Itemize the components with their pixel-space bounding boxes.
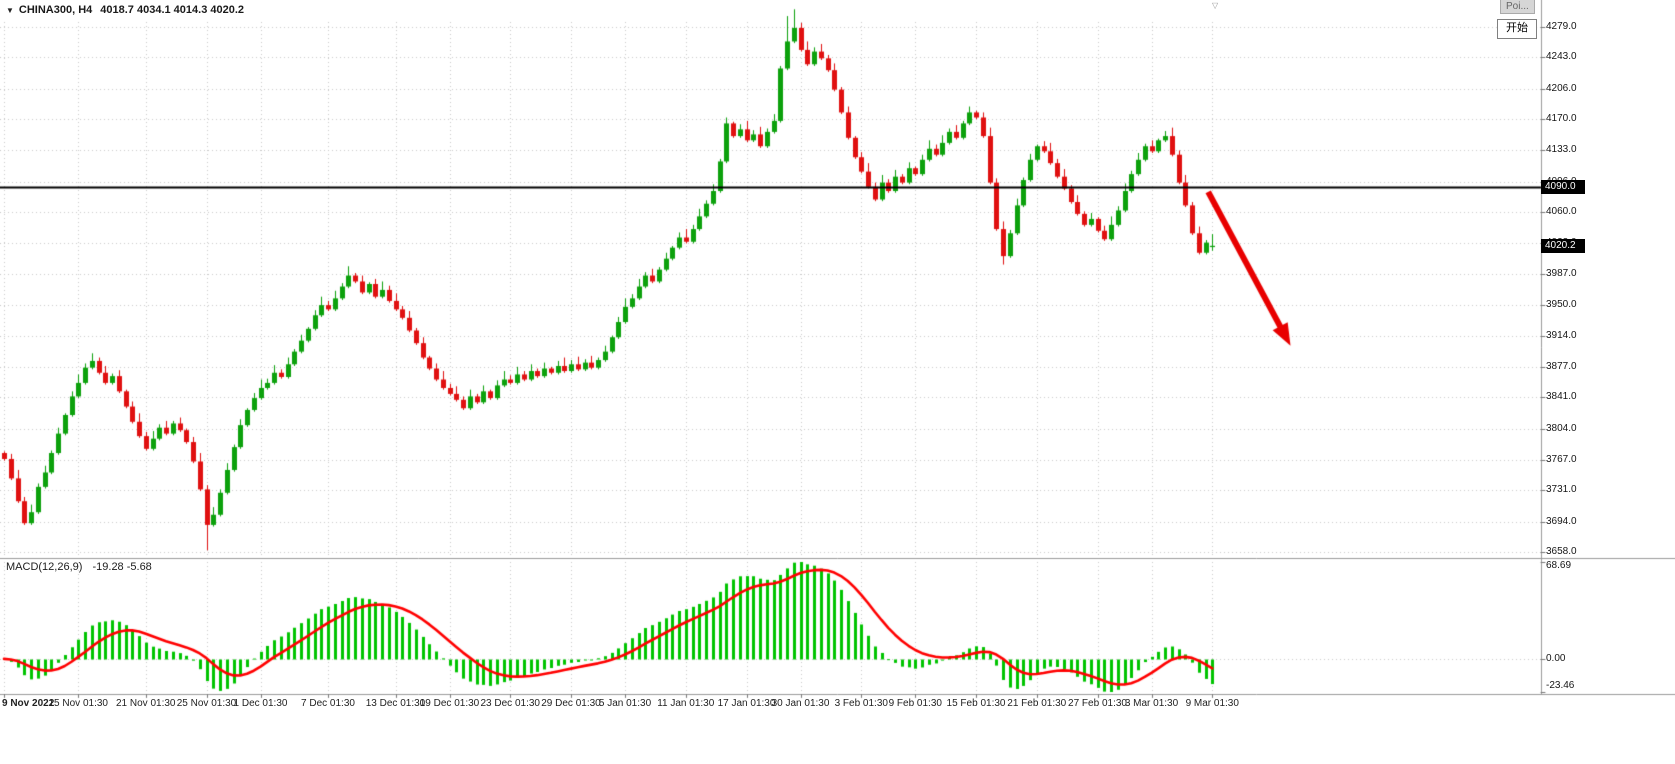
time-tick-label: 27 Feb 01:30: [1068, 698, 1127, 709]
hline-price-tag: 4090.0: [1541, 179, 1585, 194]
time-tick-label: 3 Feb 01:30: [834, 698, 888, 709]
macd-values: -19.28 -5.68: [92, 561, 152, 573]
price-tick-label: 3694.0: [1546, 515, 1577, 527]
chart-shift-marker-icon: ▽: [1212, 1, 1219, 10]
price-axis[interactable]: 4279.04243.04206.04170.04133.04096.04060…: [1541, 0, 1675, 558]
current-price-tag: 4020.2: [1541, 238, 1585, 253]
price-tick-label: 3841.0: [1546, 391, 1577, 403]
time-tick-label: 7 Dec 01:30: [301, 698, 355, 709]
time-tick-label: 11 Jan 01:30: [657, 698, 715, 709]
symbol-dropdown-icon[interactable]: ▼: [6, 5, 14, 15]
time-tick-label: 25 Nov 01:30: [176, 698, 237, 709]
price-tick-label: 4170.0: [1546, 113, 1577, 125]
price-tick-label: 3914.0: [1546, 329, 1577, 341]
time-tick-label: 21 Feb 01:30: [1007, 698, 1067, 709]
price-tick-label: 3731.0: [1546, 484, 1577, 496]
price-tick-label: 3767.0: [1546, 453, 1577, 465]
start-button[interactable]: 开始: [1497, 19, 1537, 39]
time-tick-label: 1 Dec 01:30: [233, 698, 288, 709]
price-tick-label: 4133.0: [1546, 144, 1577, 156]
price-tick-label: 3877.0: [1546, 360, 1577, 372]
price-tick-label: 3658.0: [1546, 545, 1577, 557]
chart-symbol-period: CHINA300, H4: [18, 4, 93, 16]
price-tick-label: 3950.0: [1546, 299, 1577, 311]
time-tick-label: 23 Dec 01:30: [480, 698, 541, 709]
time-tick-label: 21 Nov 01:30: [116, 698, 176, 709]
time-axis[interactable]: 9 Nov 2022 15 Nov 01:30 21 Nov 01:30 25 Nov…: [0, 694, 1675, 714]
chart-ohlc-values: 4018.7 4034.1 4014.3 4020.2: [100, 4, 245, 16]
time-tick-label: 5 Jan 01:30: [598, 698, 652, 709]
time-tick-label: 9 Feb 01:30: [888, 698, 942, 709]
truncated-tooltip: Poi...: [1500, 0, 1535, 14]
chart-title: ▼ CHINA300, H4 4018.7 4034.1 4014.3 4020…: [6, 4, 244, 16]
time-tick-label: 17 Jan 01:30: [717, 698, 776, 709]
time-tick-label: 30 Jan 01:30: [771, 698, 830, 709]
time-tick-label: 3 Mar 01:30: [1124, 698, 1179, 709]
price-tick-label: 4243.0: [1546, 51, 1577, 63]
time-tick-label: 9 Mar 01:30: [1185, 698, 1239, 709]
time-tick-label: 15 Feb 01:30: [946, 698, 1006, 709]
price-tick-label: 4206.0: [1546, 82, 1577, 94]
price-tick-label: 3987.0: [1546, 267, 1577, 279]
time-tick-label: 29 Dec 01:30: [541, 698, 601, 709]
time-tick-label: 19 Dec 01:30: [419, 698, 480, 709]
macd-tick-label: 68.69: [1546, 560, 1572, 571]
price-tick-label: 4279.0: [1546, 21, 1577, 33]
macd-name: MACD(12,26,9): [6, 561, 83, 573]
macd-indicator-label: MACD(12,26,9) -19.28 -5.68: [6, 561, 152, 573]
price-tick-label: 3804.0: [1546, 422, 1577, 434]
time-tick-label: 15 Nov 01:30: [48, 698, 109, 709]
macd-axis[interactable]: 68.69 0.00 -23.46: [1541, 558, 1675, 694]
time-tick-label: 13 Dec 01:30: [365, 698, 426, 709]
macd-tick-label: 0.00: [1546, 652, 1566, 664]
price-tick-label: 4060.0: [1546, 206, 1577, 218]
macd-tick-label: -23.46: [1546, 680, 1575, 691]
time-tick-label: 9 Nov 2022: [2, 698, 55, 709]
